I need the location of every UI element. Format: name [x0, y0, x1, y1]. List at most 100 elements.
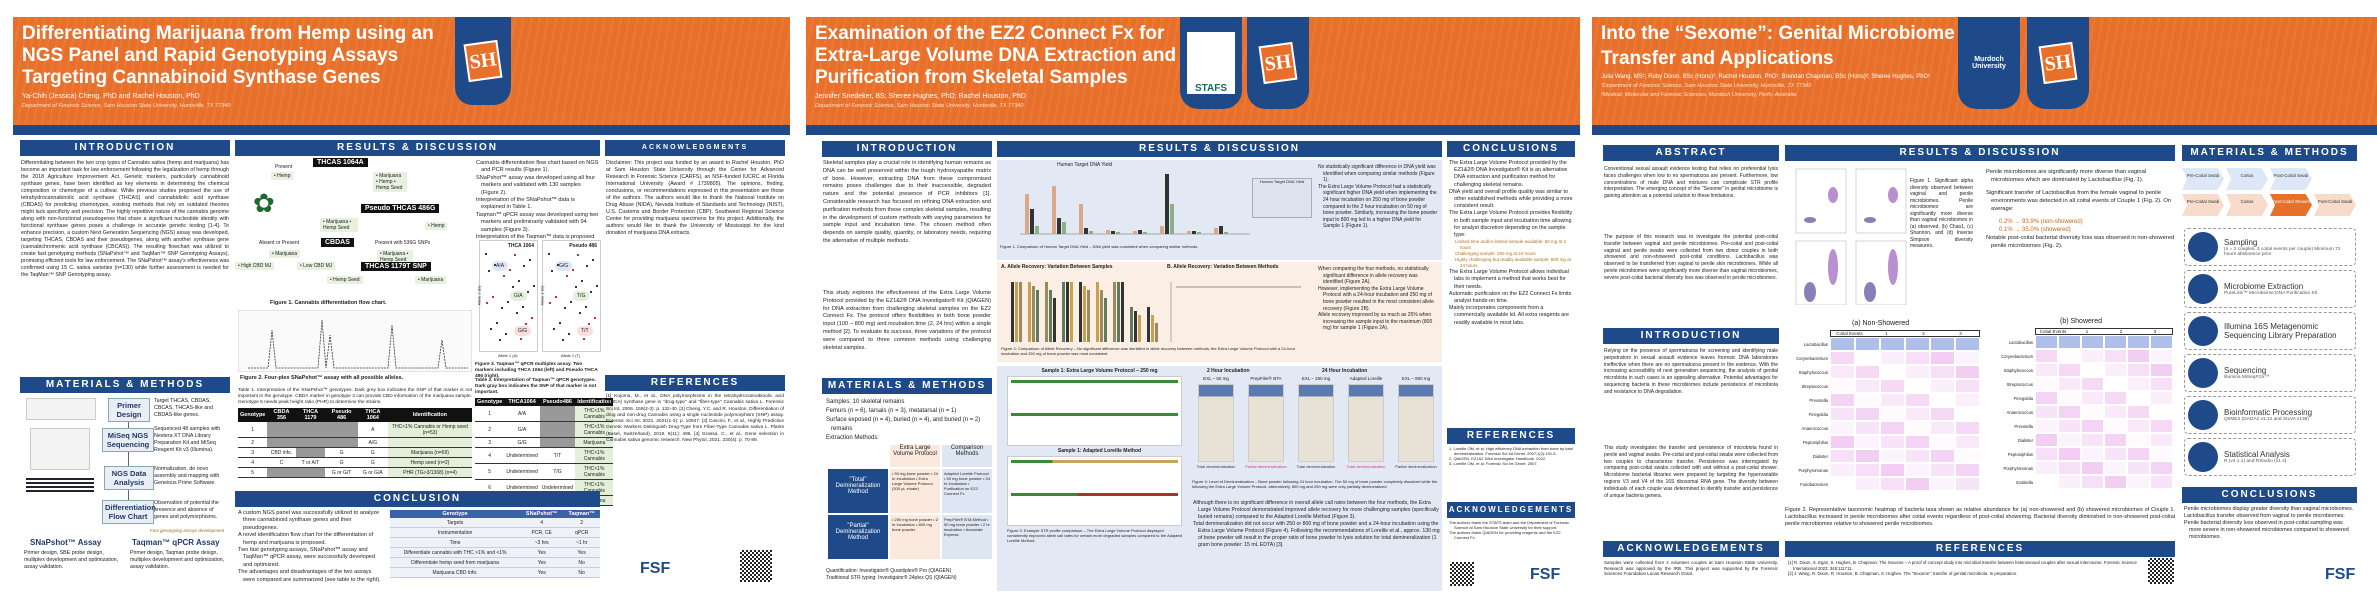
data-point — [575, 286, 577, 288]
table-row: 5 Undetermined T/G THC<1% Cannabis — [475, 463, 614, 480]
column-header: Pseudo486 — [539, 398, 576, 406]
heatmap-cell — [2128, 336, 2149, 348]
bullet-item: 3. Loreille OM, et al. Forensic Sci Int … — [1449, 461, 1538, 466]
data-point — [588, 323, 590, 325]
qr-code[interactable] — [1450, 562, 1474, 586]
heatmap-cell — [1956, 464, 1979, 476]
tube-photo — [1198, 384, 1234, 462]
table-cell: Time — [390, 537, 521, 548]
heatmap-cell — [1956, 394, 1979, 406]
taxon-label: Staphylococcus — [2003, 367, 2033, 373]
heatmap-cell — [1956, 422, 1979, 434]
heatmap-cell — [2105, 392, 2126, 404]
heatmap-cell — [1956, 408, 1979, 420]
heatmap-cell — [1931, 464, 1954, 476]
taxon-label: Lactobacillus — [2008, 339, 2033, 345]
table-cell — [325, 422, 358, 438]
sub-bullet: Highly challenging but readily available… — [1455, 257, 1571, 269]
table-row: 5 G or G/T G or G/A PHR (TG>3/1368) (n=4) — [238, 467, 472, 478]
heatmap-cell — [1931, 408, 1954, 420]
bar — [1111, 231, 1115, 234]
step-text: Illumina 16S Metagenomic Sequencing Libr… — [2224, 322, 2352, 340]
taxon-label: Finegoldia — [1808, 411, 1828, 417]
heatmap-cell — [1856, 380, 1879, 392]
heatmap-cell — [2082, 392, 2103, 404]
data-point — [518, 280, 520, 282]
bullet-item: Extraction Methods: — [826, 435, 880, 441]
bar — [1116, 232, 1120, 234]
table-cell: THC<1% Cannabis or Hemp seed (n=53) — [387, 422, 472, 438]
taqman-assay: Taqman™ qPCR Assay — [132, 538, 220, 547]
table-cell: A/G — [357, 437, 388, 448]
data-point — [525, 323, 527, 325]
cluster-label: G/G — [555, 261, 573, 271]
data-point — [557, 264, 559, 266]
taxon-label: Dialister — [1812, 453, 1828, 459]
reads-image — [26, 478, 94, 494]
poster-title: Differentiating Marijuana from Hemp usin… — [22, 23, 434, 88]
section-methods: MATERIALS & METHODS — [2182, 145, 2357, 161]
table-cell — [539, 437, 576, 448]
heatmap-cell — [1906, 380, 1929, 392]
table-cell — [539, 421, 576, 438]
heatmap-cell — [2105, 420, 2126, 432]
table-cell — [295, 467, 326, 478]
table-cell: Undetermined — [504, 447, 540, 464]
heatmap-cell — [2036, 364, 2057, 376]
bar — [1138, 315, 1141, 342]
heatmap-cell — [2082, 434, 2103, 446]
table-cell: No — [563, 557, 600, 568]
table-row: Targets 4 2 — [390, 518, 600, 528]
bullet-item: Traditional STR typing: Investigator® 24… — [826, 575, 957, 581]
bullet-item: Allele recovery improved by as much as 2… — [1318, 312, 1433, 332]
table-cell — [387, 437, 472, 448]
sub-bullet: Challenging sample: 250 mg at 24 hours — [1455, 251, 1536, 257]
table-cell: 3 — [475, 437, 505, 448]
figure-3-str-profile-b — [1007, 456, 1182, 526]
heatmap-cell — [1931, 366, 1954, 378]
qr-code[interactable] — [2148, 558, 2174, 584]
heatmap-cell — [2105, 476, 2126, 488]
heatmap-row: Fusobacterium — [1790, 477, 1980, 491]
table-cell: T/G — [539, 463, 576, 480]
taxon-label: Porphyromonas — [2003, 465, 2033, 471]
violin-penile — [1888, 187, 1898, 203]
shsu-logo: SH — [1247, 17, 1309, 109]
bullet-item: The Extra Large Volume Protocol provides… — [1449, 210, 1573, 239]
data-point — [529, 259, 531, 261]
data-point — [585, 306, 587, 308]
snapshot-assay: SNaPshot™ Assay — [30, 538, 102, 547]
section-methods: MATERIALS & METHODS — [822, 378, 992, 394]
data-point — [594, 317, 596, 319]
table-cell — [539, 406, 576, 422]
heatmap-cell — [2128, 448, 2149, 460]
flow-step: Post-Coital Swab — [2270, 168, 2312, 190]
coital-event: Coital Events — [2039, 329, 2067, 334]
table-header-row: Genotype SNaPshot™ Taqman™ — [390, 510, 600, 518]
data-point — [581, 280, 583, 282]
ack-text: Samples were collected from 2 volunteer … — [1604, 560, 1778, 576]
bullet-item: 2. QIAGEN. EZ1&2 DNA Investigator Handbo… — [1449, 456, 1547, 461]
taxon-label: Streptococcus — [2006, 381, 2033, 387]
qr-code[interactable] — [740, 550, 772, 582]
x-axis-label: Allele 1 (A) — [498, 353, 518, 358]
heatmap-cell — [2059, 420, 2080, 432]
violin-penile — [1828, 249, 1838, 285]
bar — [1160, 226, 1164, 234]
transfer-stat: 0.2% → 93.9% (non-showered) — [1999, 219, 2083, 225]
bullet-item: Lactobacillus transfer observed from vag… — [2184, 513, 2345, 519]
table-cell — [295, 422, 326, 438]
heatmap-cell — [1881, 450, 1904, 462]
bar — [1104, 298, 1107, 342]
poster-title: Into the “Sexome”: Genital Microbiome — [1601, 23, 1955, 44]
step-title: Sampling — [2224, 237, 2258, 247]
bar — [1134, 311, 1137, 342]
table-cell: 4 — [475, 447, 505, 464]
figure-3-caption: Figure 3. Taqman™ qPCR multiplex assay. … — [475, 362, 598, 379]
table-cell — [267, 422, 296, 438]
data-point — [514, 254, 516, 256]
bullet-item: Total demineralization did not occur wit… — [1193, 521, 1440, 548]
heatmap-cell — [2036, 406, 2057, 418]
bar — [1053, 298, 1056, 342]
table-cell: A/A — [504, 406, 540, 422]
